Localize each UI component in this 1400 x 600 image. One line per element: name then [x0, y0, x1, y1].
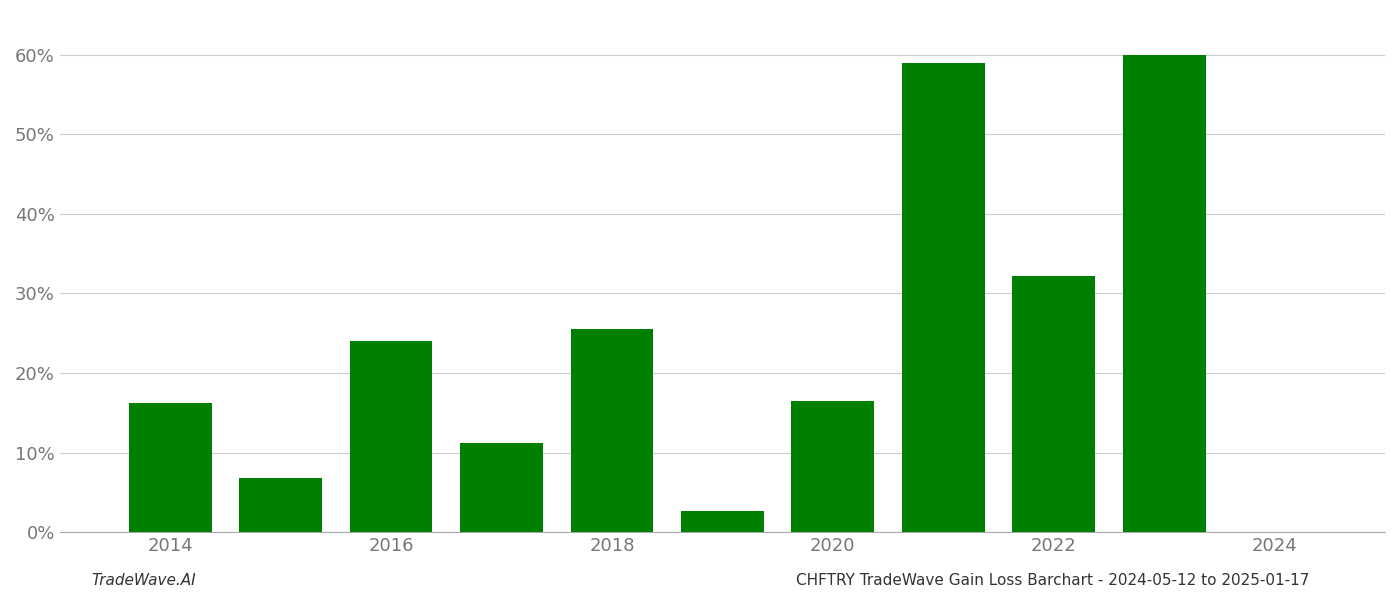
Text: TradeWave.AI: TradeWave.AI — [91, 573, 196, 588]
Text: CHFTRY TradeWave Gain Loss Barchart - 2024-05-12 to 2025-01-17: CHFTRY TradeWave Gain Loss Barchart - 20… — [795, 573, 1309, 588]
Bar — [461, 443, 543, 532]
Bar — [1123, 55, 1205, 532]
Bar — [239, 478, 322, 532]
Bar — [680, 511, 764, 532]
Bar — [902, 63, 984, 532]
Bar — [1012, 276, 1095, 532]
Bar — [129, 403, 211, 532]
Bar — [350, 341, 433, 532]
Bar — [571, 329, 654, 532]
Bar — [791, 401, 874, 532]
